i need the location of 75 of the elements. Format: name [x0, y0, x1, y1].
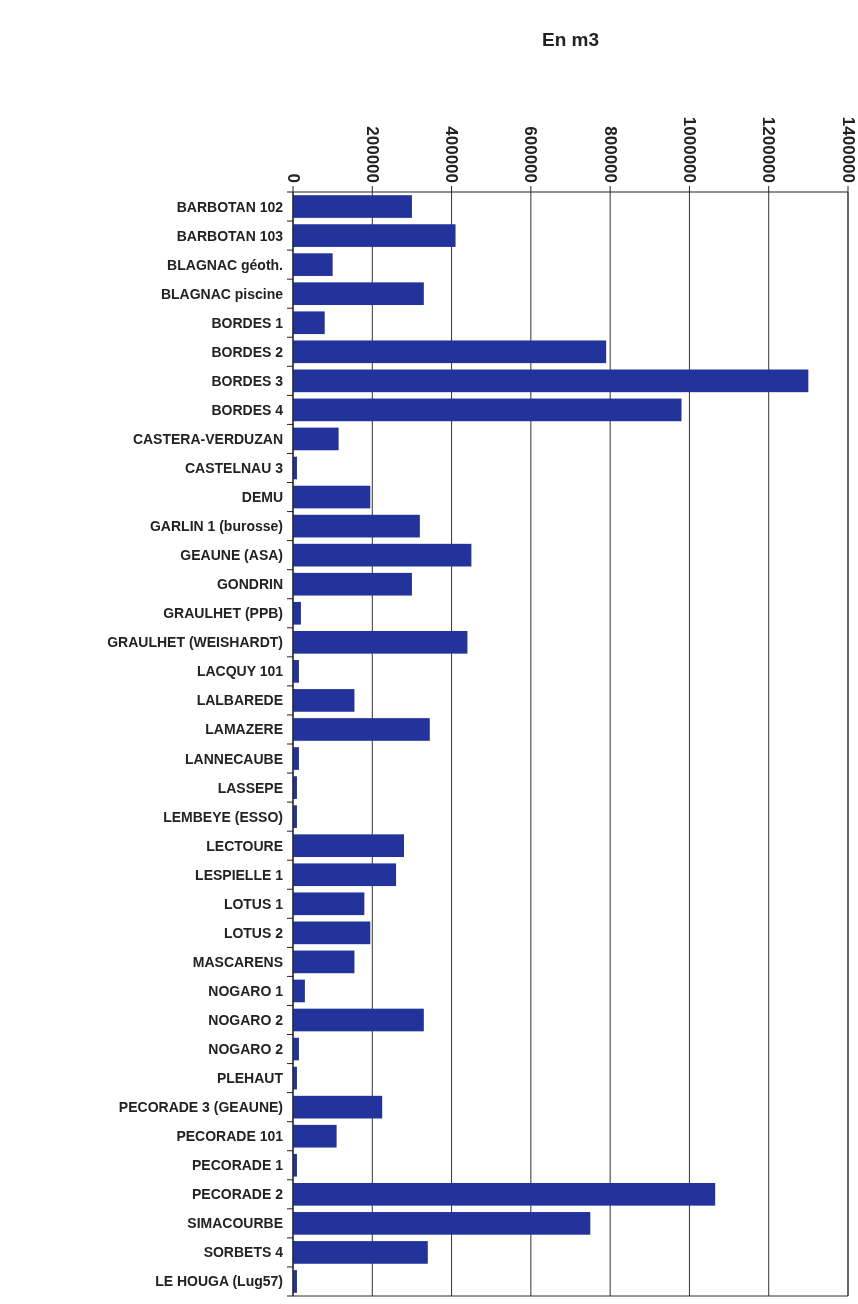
bar: [293, 950, 355, 974]
bar: [293, 543, 472, 567]
y-tick-label: CASTELNAU 3: [184, 460, 284, 476]
y-tick-label: BORDES 1: [211, 314, 284, 331]
y-tick-label: BARBOTAN 102: [176, 198, 284, 215]
y-tick-label: SORBETS 4: [203, 1244, 284, 1261]
y-tick-label: BORDES 2: [211, 343, 284, 360]
y-tick-label: GARLIN 1 (burosse): [149, 518, 283, 535]
bar: [293, 485, 371, 509]
y-tick-label: GRAULHET (PPB): [163, 605, 283, 622]
y-tick-label: LALBAREDE: [196, 692, 283, 709]
bar: [293, 1124, 337, 1148]
y-tick-label: GONDRIN: [216, 576, 283, 593]
x-tick-label: 600000: [521, 126, 541, 183]
y-tick-label: CASTERA-VERDUZAN: [132, 430, 283, 447]
bar: [293, 863, 397, 887]
y-tick-label: PLEHAUT: [216, 1070, 284, 1087]
y-tick-label: PECORADE 2: [191, 1186, 284, 1203]
x-tick-label: 400000: [442, 126, 462, 183]
x-axis-title: En m3: [541, 29, 600, 50]
y-tick-label: LASSEPE: [217, 779, 283, 796]
y-tick-label: MASCARENS: [192, 953, 283, 970]
bar: [293, 689, 355, 712]
y-tick-label: DEMU: [241, 489, 283, 506]
y-tick-label: NOGARO 2: [208, 1012, 284, 1028]
bar: [293, 1095, 383, 1119]
bar: [293, 311, 325, 335]
y-tick-label: LECTOURE: [206, 837, 283, 854]
bar: [293, 892, 365, 916]
bar: [293, 514, 420, 538]
y-tick-label: PECORADE 101: [176, 1128, 284, 1145]
bar: [293, 369, 809, 393]
x-tick-label: 1000000: [679, 116, 699, 183]
bar: [293, 427, 339, 451]
x-tick-label: 200000: [362, 126, 382, 183]
y-tick-label: PECORADE 3 (GEAUNE): [118, 1099, 283, 1116]
y-tick-label: BORDES 4: [211, 401, 284, 418]
x-tick-label: 0: [283, 173, 303, 183]
y-tick-label: GEAUNE (ASA): [180, 547, 283, 564]
y-tick-label: BLAGNAC piscine: [160, 285, 284, 302]
bar: [293, 253, 333, 276]
bar: [293, 282, 424, 306]
bar: [293, 1008, 424, 1032]
x-tick-label: 800000: [600, 126, 620, 183]
x-tick-label: 1200000: [759, 116, 779, 183]
y-tick-label: LOTUS 1: [223, 895, 284, 912]
y-tick-label: BARBOTAN 103: [176, 227, 284, 244]
y-tick-label: LESPIELLE 1: [195, 866, 284, 883]
bar: [293, 921, 371, 945]
y-tick-label: NOGARO 1: [208, 982, 284, 999]
bar: [293, 979, 305, 1003]
y-tick-label: LAMAZERE: [205, 721, 283, 738]
y-tick-label: LOTUS 2: [223, 924, 284, 941]
bar: [293, 1212, 591, 1235]
bar: [293, 718, 430, 741]
y-tick-label: GRAULHET (WEISHARDT): [107, 634, 283, 651]
y-tick-label: LE HOUGA (Lug57): [155, 1273, 283, 1290]
x-tick-label: 1400000: [838, 116, 858, 183]
y-tick-label: BLAGNAC géoth.: [167, 256, 283, 273]
y-tick-label: LANNECAUBE: [185, 750, 283, 767]
bar: [293, 224, 456, 247]
y-tick-label: BORDES 3: [211, 372, 284, 389]
bar: [293, 195, 412, 218]
bar: [293, 630, 468, 654]
y-tick-label: PECORADE 1: [191, 1157, 284, 1174]
bar: [293, 572, 412, 596]
y-tick-label: LACQUY 101: [196, 663, 284, 680]
bar: [293, 398, 682, 422]
bar: [293, 1182, 716, 1206]
bar: [293, 340, 607, 364]
bar: [293, 834, 404, 858]
y-tick-label: NOGARO 2: [208, 1041, 284, 1058]
y-tick-label: LEMBEYE (ESSO): [163, 808, 283, 825]
bar: [293, 1241, 428, 1264]
y-tick-label: SIMACOURBE: [187, 1215, 283, 1232]
